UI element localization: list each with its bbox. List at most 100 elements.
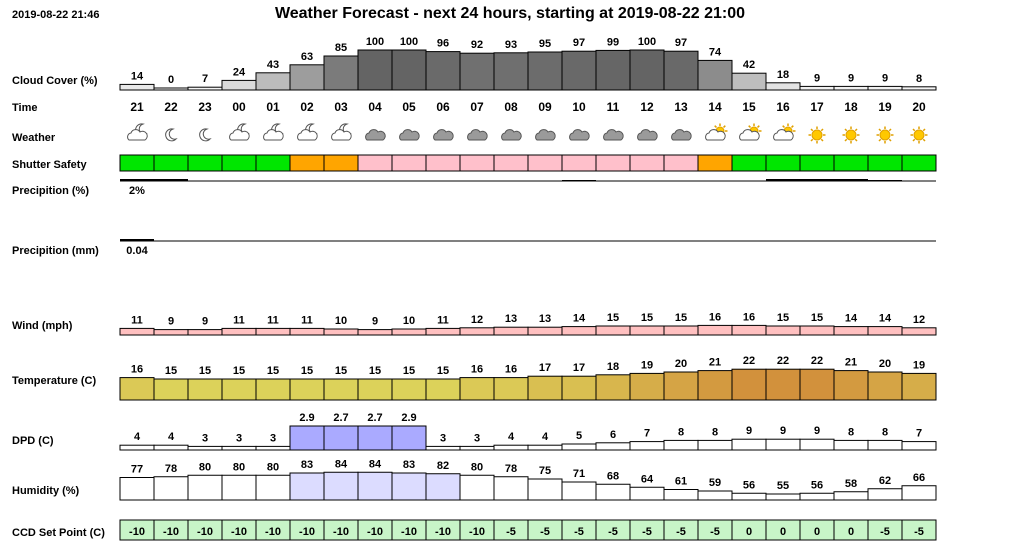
temperature-bar: [867, 371, 903, 401]
temperature-bar: [527, 375, 563, 401]
cloud-cover-value: 24: [233, 66, 246, 78]
dpd-bar: [289, 425, 325, 451]
temperature-bar: [663, 371, 699, 401]
dpd-bar: [731, 438, 767, 451]
temperature-bar: [561, 375, 597, 401]
humidity-bar: [425, 473, 461, 501]
dpd-bar: [663, 439, 699, 451]
partly-cloudy-night-icon: [331, 123, 352, 141]
humidity-value: 82: [437, 460, 449, 472]
shutter-cell: [493, 154, 529, 172]
dpd-value: 7: [916, 428, 922, 440]
shutter-cell: [561, 154, 597, 172]
wind-value: 15: [811, 312, 823, 324]
wind-value: 16: [743, 311, 755, 323]
timestamp: 2019-08-22 21:46: [12, 9, 100, 21]
wind-bar: [221, 327, 257, 336]
temperature-value: 15: [301, 365, 313, 377]
cloud-cover-value: 8: [916, 73, 922, 85]
cloud-cover-value: 18: [777, 69, 789, 81]
temperature-bar: [493, 377, 529, 401]
cloudy-icon: [603, 129, 624, 141]
dpd-bar: [221, 445, 257, 451]
time-label: 15: [742, 100, 756, 114]
precip-pct-bar: [154, 179, 188, 181]
sun-ray: [854, 128, 858, 132]
wind-bar: [901, 327, 937, 336]
humidity-bar: [493, 476, 529, 501]
shutter-cell: [153, 154, 189, 172]
wind-bar: [153, 329, 189, 336]
shutter-cell: [425, 154, 461, 172]
wind-bar: [323, 328, 359, 336]
wind-value: 16: [709, 311, 721, 323]
dpd-value: 7: [644, 428, 650, 440]
cloud-cover-value: 85: [335, 42, 347, 54]
temperature-value: 15: [369, 365, 381, 377]
dpd-bar: [459, 445, 495, 451]
time-label: 01: [266, 100, 280, 114]
cloud-cover-value: 97: [675, 37, 687, 49]
time-label: 12: [640, 100, 654, 114]
humidity-bar: [697, 490, 733, 501]
time-label: 13: [674, 100, 688, 114]
ccd-value: -10: [333, 526, 349, 538]
wind-bar: [799, 325, 835, 336]
dpd-bar: [595, 442, 631, 451]
humidity-bar: [901, 485, 937, 501]
temperature-bar: [697, 370, 733, 401]
humidity-value: 55: [777, 480, 789, 492]
cloud: [569, 129, 590, 141]
dpd-bar: [901, 441, 937, 451]
time-label: 07: [470, 100, 484, 114]
dpd-bar: [425, 445, 461, 451]
cloud-cover-bar: [697, 59, 733, 91]
dpd-value: 3: [440, 432, 446, 444]
shutter-cell: [731, 154, 767, 172]
cloud-cover-bar: [901, 86, 937, 91]
temperature-value: 15: [233, 365, 245, 377]
cloud-cover-value: 93: [505, 39, 517, 51]
time-label: 09: [538, 100, 552, 114]
dpd-value: 9: [780, 425, 786, 437]
humidity-bar: [765, 493, 801, 501]
precip-pct-value: 2%: [129, 185, 145, 197]
temperature-value: 15: [335, 365, 347, 377]
humidity-bar: [867, 488, 903, 501]
ccd-value: -10: [231, 526, 247, 538]
moon: [165, 128, 178, 142]
cloud-cover-value: 92: [471, 39, 483, 51]
precip-pct-bar: [766, 179, 800, 181]
time-label: 23: [198, 100, 212, 114]
time-label: 11: [607, 100, 620, 114]
row-labels: Cloud Cover (%) Time Weather Shutter Safety…: [12, 75, 105, 539]
dpd-bar: [493, 444, 529, 451]
row-label-dpd: DPD (C): [12, 435, 54, 447]
dpd-bar: [357, 425, 393, 451]
chart-title: Weather Forecast - next 24 hours, starti…: [274, 5, 746, 22]
wind-bar: [357, 329, 393, 336]
humidity-bar: [833, 491, 869, 501]
partly-cloudy-day-icon: [773, 123, 796, 141]
dpd-bar: [867, 439, 903, 451]
humidity-value: 77: [131, 464, 143, 476]
dpd-bar: [153, 444, 189, 451]
wind-bar: [527, 326, 563, 336]
row-label-shutter: Shutter Safety: [12, 159, 87, 171]
cloudy-icon: [467, 129, 488, 141]
shutter-cell: [221, 154, 257, 172]
precip-pct-bar: [120, 179, 154, 181]
dpd-value: 3: [474, 432, 480, 444]
ccd-value: -5: [608, 526, 618, 538]
cloud-cover-bar: [595, 49, 631, 91]
sun-ray: [820, 128, 824, 132]
sun-ray: [922, 128, 926, 132]
humidity-value: 84: [335, 458, 348, 470]
sun-ray: [714, 125, 717, 128]
wind-value: 9: [372, 316, 378, 328]
time-label: 22: [164, 100, 178, 114]
temperature-value: 20: [879, 358, 891, 370]
temperature-bar: [731, 368, 767, 401]
dpd-bar: [697, 439, 733, 451]
